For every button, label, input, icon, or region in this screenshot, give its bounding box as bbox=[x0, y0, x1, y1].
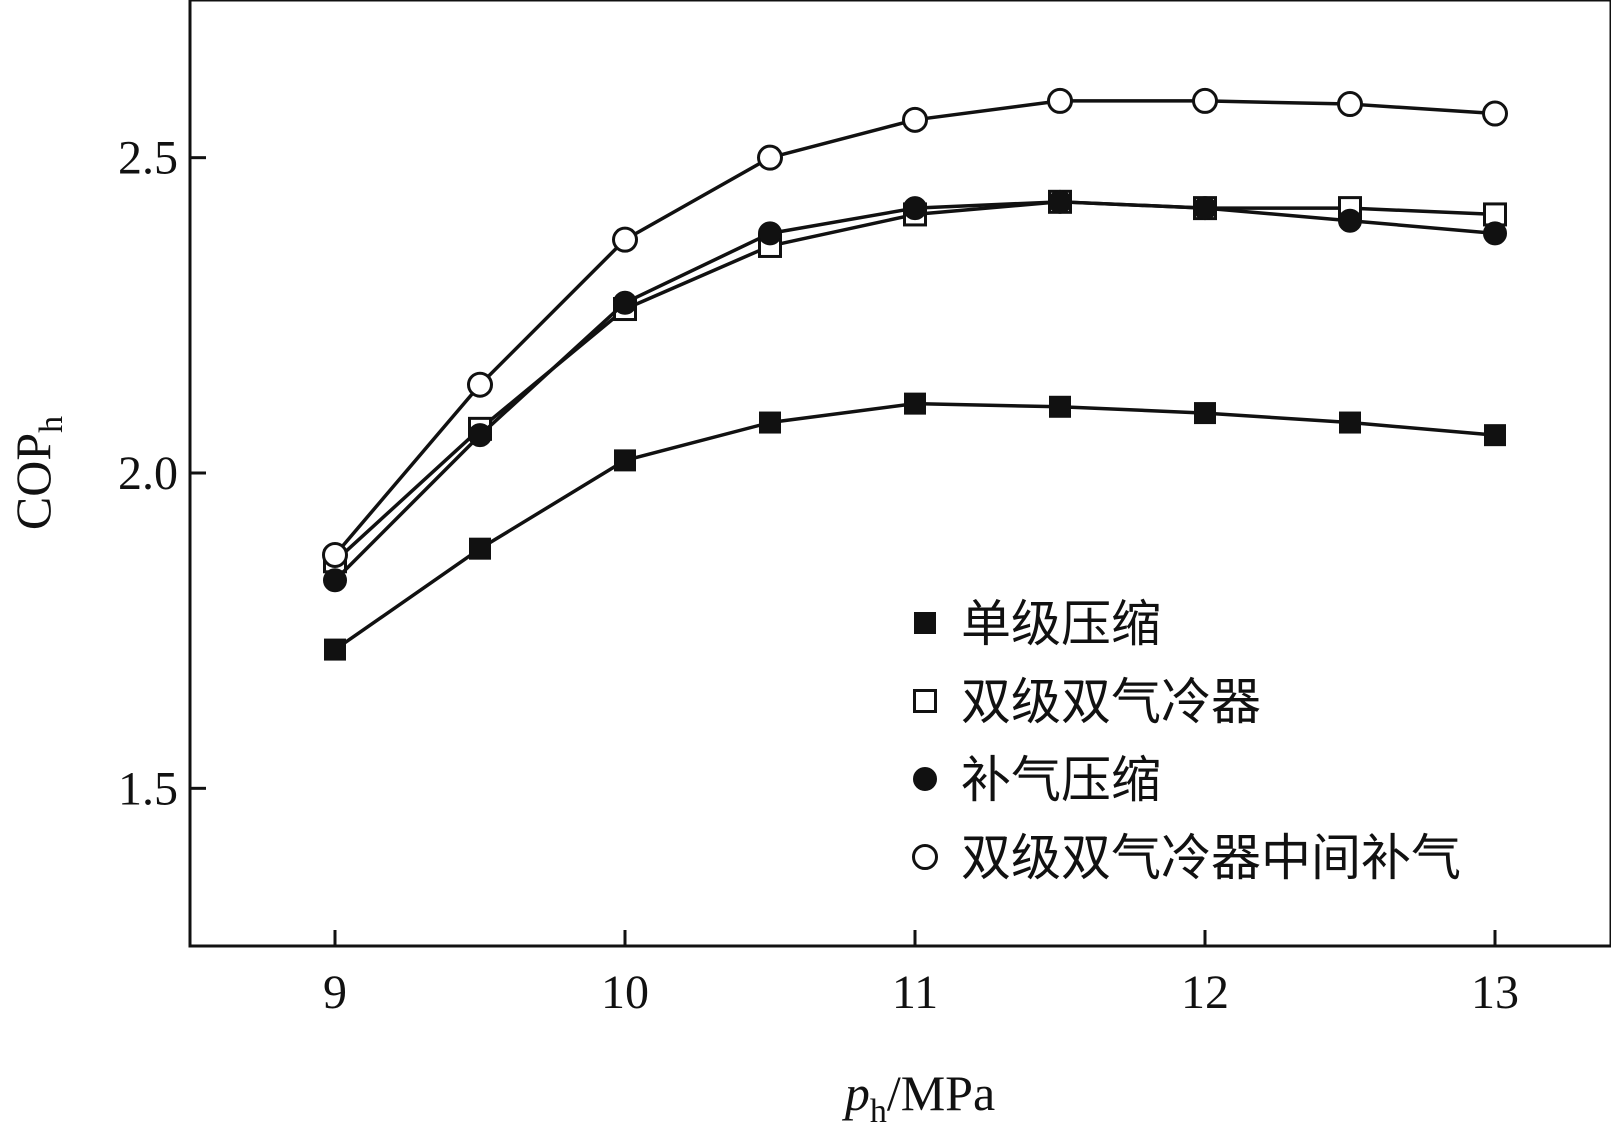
data-point bbox=[758, 221, 782, 246]
data-point bbox=[467, 371, 493, 398]
x-axis-title: ph/MPa bbox=[842, 1065, 995, 1130]
data-point bbox=[1192, 87, 1218, 114]
data-point bbox=[323, 568, 347, 593]
series-single-stage bbox=[324, 392, 1506, 661]
data-point bbox=[904, 392, 926, 415]
legend-item: 补气压缩 bbox=[913, 751, 1161, 809]
legend-marker bbox=[912, 844, 938, 870]
x-axis-title-main: p bbox=[842, 1065, 870, 1121]
data-point bbox=[468, 423, 492, 448]
data-point bbox=[759, 411, 781, 434]
y-tick-label: 2.0 bbox=[118, 447, 178, 500]
data-point bbox=[1484, 424, 1506, 447]
y-axis-title-main: COP bbox=[5, 433, 61, 530]
series-line bbox=[333, 200, 1496, 582]
data-point bbox=[902, 106, 928, 133]
data-point bbox=[322, 541, 348, 568]
legend-item: 单级压缩 bbox=[914, 595, 1161, 653]
series-two-stage-dual-cooler bbox=[323, 189, 1507, 574]
data-point bbox=[1337, 91, 1363, 118]
y-axis-ticks: 1.5 2.0 2.5 bbox=[118, 132, 206, 815]
legend-item: 双级双气冷器 bbox=[913, 673, 1261, 731]
data-point bbox=[1482, 100, 1508, 127]
series-vapor-injection bbox=[323, 189, 1507, 593]
x-axis-title-sub: h bbox=[870, 1093, 887, 1130]
y-axis-title-sub: h bbox=[33, 416, 70, 433]
y-axis-title: COPh bbox=[5, 416, 70, 530]
legend-marker bbox=[914, 612, 936, 634]
data-point bbox=[757, 144, 783, 171]
legend-label: 单级压缩 bbox=[961, 595, 1161, 653]
data-point bbox=[1338, 208, 1362, 233]
data-point bbox=[1339, 411, 1361, 434]
series-two-stage-dual-cooler-injection bbox=[322, 87, 1508, 568]
x-tick-label: 9 bbox=[323, 966, 347, 1019]
data-point bbox=[614, 449, 636, 472]
x-axis-ticks: 9 10 11 12 13 bbox=[323, 930, 1519, 1019]
data-point bbox=[1194, 402, 1216, 425]
x-tick-label: 11 bbox=[892, 966, 938, 1019]
legend-label: 双级双气冷器中间补气 bbox=[961, 829, 1461, 887]
data-point bbox=[903, 196, 927, 221]
legend-marker bbox=[913, 767, 937, 791]
series-line bbox=[333, 99, 1496, 557]
data-point bbox=[613, 290, 637, 315]
data-point bbox=[612, 226, 638, 253]
y-tick-label: 1.5 bbox=[118, 762, 178, 815]
x-tick-label: 13 bbox=[1471, 966, 1519, 1019]
legend-marker bbox=[913, 689, 937, 713]
legend-label: 双级双气冷器 bbox=[961, 673, 1261, 731]
legend-label: 补气压缩 bbox=[961, 751, 1161, 809]
data-point bbox=[1047, 87, 1073, 114]
x-tick-label: 12 bbox=[1181, 966, 1229, 1019]
legend-item: 双级双气冷器中间补气 bbox=[912, 829, 1461, 887]
x-tick-label: 10 bbox=[601, 966, 649, 1019]
data-point bbox=[1049, 395, 1071, 418]
data-point bbox=[1193, 196, 1217, 221]
data-point bbox=[1048, 189, 1072, 214]
x-axis-title-unit: /MPa bbox=[887, 1065, 995, 1121]
series-line bbox=[333, 200, 1496, 563]
data-point bbox=[1483, 221, 1507, 246]
series-layer bbox=[322, 87, 1508, 661]
data-point bbox=[469, 537, 491, 560]
y-tick-label: 2.5 bbox=[118, 132, 178, 185]
data-point bbox=[324, 638, 346, 661]
